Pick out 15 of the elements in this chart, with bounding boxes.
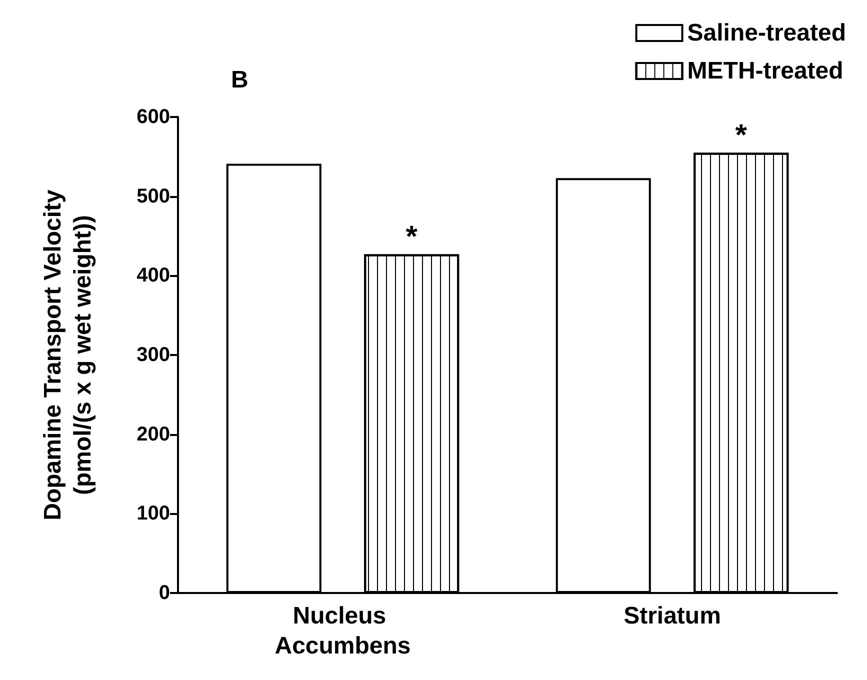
data-label: *: [735, 119, 748, 152]
data-label: *: [406, 220, 418, 254]
legend-label: METH-treated: [687, 58, 844, 84]
legend-label: Saline-treated: [687, 20, 846, 46]
chart-title: B: [231, 66, 248, 94]
y-tick-label: 400: [136, 264, 170, 287]
y-tick-label: 200: [136, 423, 170, 446]
y-axis-title: Dopamine Transport Velocity (pmol/(s x g wet weight)): [40, 188, 96, 520]
x-tick-label: Nucleus Accumbens: [274, 602, 411, 660]
x-tick-label: Striatum: [624, 602, 721, 630]
y-tick-label: 600: [136, 106, 170, 128]
y-tick-label: 100: [136, 502, 170, 525]
y-tick-label: 500: [136, 185, 170, 208]
y-tick-label: 300: [136, 344, 170, 366]
y-tick-label: 0: [158, 582, 170, 604]
